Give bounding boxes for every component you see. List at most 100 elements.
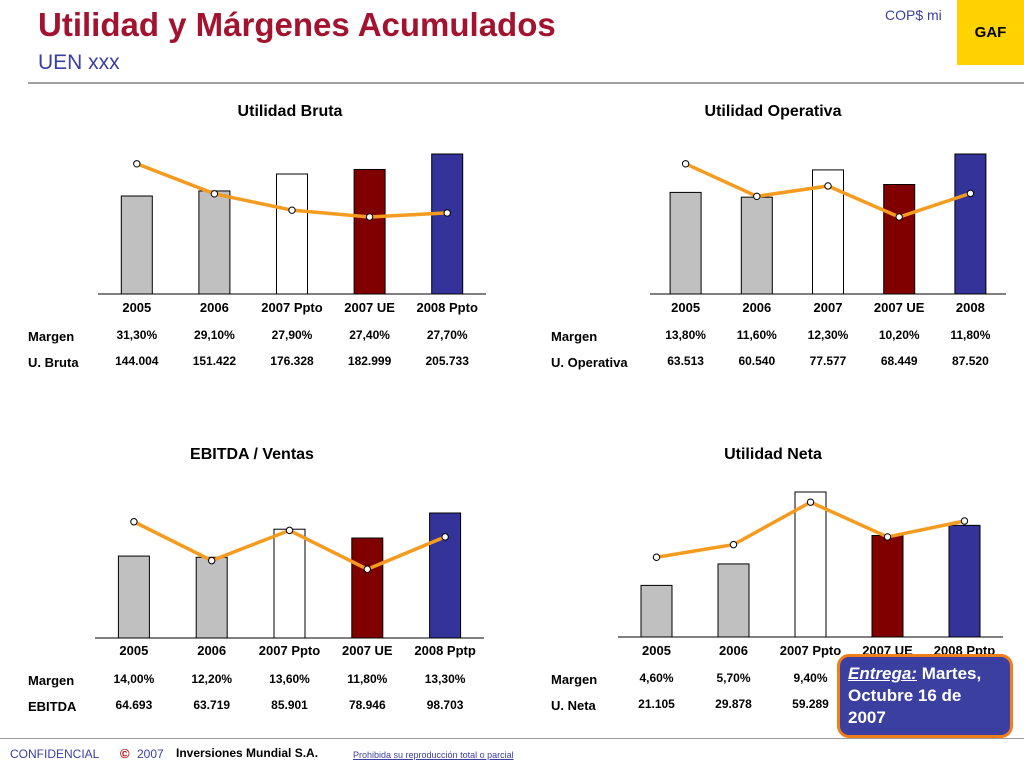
line-point <box>806 498 815 506</box>
category-label: 2008 Pptp <box>414 643 476 658</box>
line-point <box>441 533 449 541</box>
callout-text: Martes, Octubre 16 de 2007 <box>848 664 982 727</box>
callout-label: Entrega: <box>848 664 917 683</box>
table-cell: 13,80% <box>665 328 706 342</box>
table-cell: 59.289 <box>792 697 829 711</box>
line-point <box>363 565 371 573</box>
gaf-badge: GAF <box>957 0 1024 65</box>
page-subtitle: UEN xxx <box>38 51 120 74</box>
table-cell: 31,30% <box>116 328 158 342</box>
table-cell: 21.105 <box>638 697 675 711</box>
units-label: COP$ mi <box>885 7 942 23</box>
page-title: Utilidad y Márgenes Acumulados <box>38 6 556 43</box>
header-divider <box>28 82 1024 84</box>
bar <box>812 169 844 295</box>
chart-title: Utilidad Neta <box>724 446 822 463</box>
line-point <box>895 213 903 221</box>
table-cell: 60.540 <box>738 354 776 368</box>
table-cell: 63.719 <box>193 698 231 712</box>
footer-confidential: CONFIDENCIAL <box>10 747 100 761</box>
bar <box>717 563 750 638</box>
table-cell: 29.878 <box>715 697 752 711</box>
bar <box>871 535 904 638</box>
category-label: 2006 <box>199 300 229 315</box>
table-row-label: Margen <box>28 329 75 344</box>
table-cell: 12,30% <box>807 328 849 342</box>
table-row-label: Margen <box>28 673 75 688</box>
chart-title: EBITDA / Ventas <box>190 446 314 463</box>
category-label: 2005 <box>119 643 149 658</box>
line-point <box>883 533 892 541</box>
table-cell: 77.577 <box>809 354 847 368</box>
category-label: 2007 Ppto <box>258 643 321 658</box>
table-cell: 11,60% <box>736 328 777 342</box>
footer: CONFIDENCIAL © 2007 Inversiones Mundial … <box>0 738 1024 769</box>
table-cell: 4,60% <box>639 671 674 685</box>
category-label: 2007 UE <box>344 300 395 315</box>
line-point <box>652 553 661 561</box>
line-point <box>824 182 832 190</box>
category-label: 2007 Ppto <box>779 643 842 658</box>
bar <box>794 491 827 638</box>
line-point <box>130 518 138 526</box>
table-cell: 27,90% <box>271 328 313 342</box>
category-label: 2008 <box>955 300 985 315</box>
footer-notice-link[interactable]: Prohibida su reproducción total o parcia… <box>353 750 514 760</box>
line-point <box>288 206 296 214</box>
table-cell: 98.703 <box>426 698 464 712</box>
table-row-label: U. Operativa <box>551 355 628 370</box>
category-label: 2006 <box>742 300 772 315</box>
table-cell: 182.999 <box>347 354 392 368</box>
line-point <box>133 160 141 168</box>
line-point <box>365 213 374 221</box>
table-cell: 151.422 <box>192 354 237 368</box>
table-cell: 205.733 <box>425 354 469 368</box>
table-cell: 13,30% <box>424 672 466 686</box>
line-point <box>208 556 216 565</box>
table-cell: 5,70% <box>716 671 751 685</box>
bar <box>120 195 153 295</box>
table-cell: 9,40% <box>793 671 828 685</box>
bar <box>948 524 981 638</box>
footer-company[interactable]: Inversiones Mundial S.A. <box>176 746 319 760</box>
category-label: 2007 Ppto <box>261 300 323 315</box>
bar <box>640 584 673 638</box>
table-row-label: U. Neta <box>551 698 596 713</box>
category-label: 2008 Ppto <box>416 300 478 315</box>
table-cell: 27,40% <box>349 328 390 342</box>
line-point <box>729 540 738 549</box>
copyright-icon: © <box>120 746 130 761</box>
bar <box>351 537 384 639</box>
table-cell: 68.449 <box>880 354 918 368</box>
line-point <box>753 192 761 201</box>
chart-title: Utilidad Bruta <box>237 103 343 120</box>
table-row-label: Margen <box>551 329 598 344</box>
table-cell: 11,80% <box>347 672 388 686</box>
table-cell: 85.901 <box>271 698 308 712</box>
category-label: 2006 <box>719 643 748 658</box>
table-row-label: U. Bruta <box>28 355 79 370</box>
bar <box>669 191 702 295</box>
table-cell: 87.520 <box>952 354 989 368</box>
bar <box>276 173 308 295</box>
table-cell: 63.513 <box>667 354 704 368</box>
table-cell: 12,20% <box>191 672 233 686</box>
category-label: 2007 UE <box>342 643 393 658</box>
category-label: 2005 <box>671 300 701 315</box>
category-label: 2006 <box>197 643 227 658</box>
category-label: 2005 <box>122 300 152 315</box>
table-cell: 11,80% <box>950 328 991 342</box>
category-label: 2005 <box>642 643 671 658</box>
category-label: 2007 UE <box>873 300 925 315</box>
bar <box>883 184 916 295</box>
chart-title: Utilidad Operativa <box>704 103 842 120</box>
table-cell: 78.946 <box>348 698 386 712</box>
line-point <box>960 517 969 525</box>
table-cell: 64.693 <box>115 698 153 712</box>
category-label: 2007 <box>813 300 843 315</box>
delivery-callout: Entrega: Martes, Octubre 16 de 2007 <box>837 654 1013 738</box>
table-cell: 10,20% <box>878 328 920 342</box>
